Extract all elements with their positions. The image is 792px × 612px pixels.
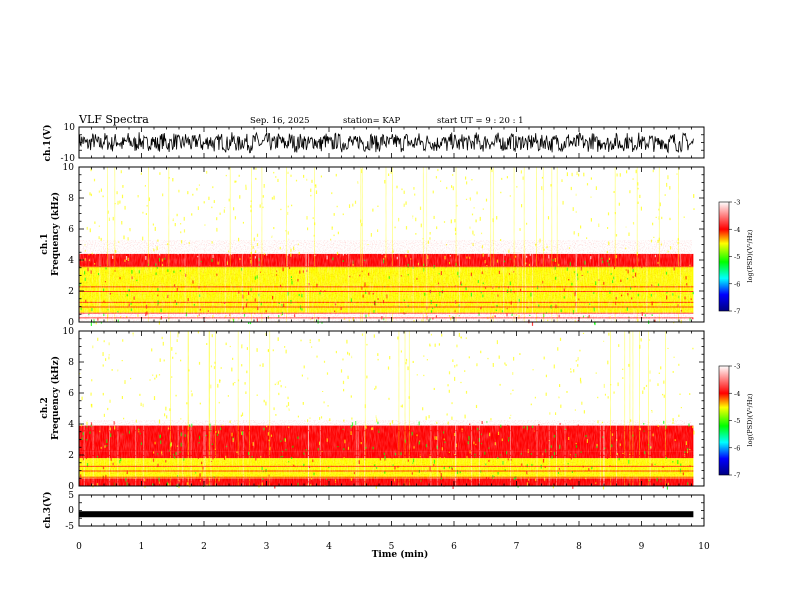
ch2-spectrogram-speckle [144, 485, 146, 488]
ch2-spectrogram-speckle [693, 430, 695, 435]
x-axis-label: Time (min) [372, 549, 429, 560]
ch1-spectrogram-speckle [692, 317, 694, 320]
ch1-spectrogram-speckle [90, 322, 92, 326]
ch2-spectrogram-speckle [692, 419, 694, 421]
header-date: Sep. 16, 2025 [250, 116, 310, 126]
ch1-spectrogram-speckle [248, 322, 250, 324]
x-tick-label: 8 [576, 542, 582, 552]
ch2-colorbar-tick: -7 [734, 472, 740, 480]
ch1-spectrogram-speckle [95, 321, 97, 325]
ch1-colorbar-tick: -4 [734, 226, 740, 234]
ch1-colorbar-tick: -6 [734, 280, 740, 288]
ch1-ylabel: ch.1(V) [42, 125, 53, 162]
ch2-spectrogram-speckle [178, 485, 180, 489]
ch1-spectrogram-speckle [531, 322, 534, 326]
header-start-ut: start UT = 9 : 20 : 1 [437, 116, 524, 126]
x-tick-label: 5 [389, 542, 395, 552]
x-tick-label: 1 [139, 542, 145, 552]
ch2-spectrogram-speckle [517, 485, 519, 488]
ch2-spectrogram-speckle [572, 485, 574, 489]
ch2-spectrogram-speckle [274, 485, 276, 489]
ch1-spectrogram-speckle [693, 194, 695, 198]
x-tick-label: 7 [514, 542, 520, 552]
ch2-spectrogram-speckle [452, 485, 454, 489]
ch2-spectrogram-ytick: 10 [63, 327, 75, 337]
ch3-waveform-band [79, 511, 694, 518]
ch1-spectrogram-ytick: 6 [68, 225, 74, 235]
ch2-spectrogram-ytick: 0 [68, 482, 74, 492]
ch1-spectrogram-ytick: 8 [68, 194, 74, 204]
ch1-waveform-line [78, 131, 694, 154]
ch1-freq-ylabel: Frequency (kHz) [50, 192, 61, 276]
time-x-axis: 0 1 2 3 4 5 6 7 8 9 10 [76, 127, 710, 552]
ch2-spectrogram-speckle [692, 425, 694, 429]
ch1-ytick-bottom: -10 [61, 154, 76, 164]
ch2-colorbar-label: log(PSD)(V²/Hz) [746, 393, 754, 446]
ch1-colorbar-label: log(PSD)(V²/Hz) [746, 229, 754, 282]
ch1-channel-label: ch.1 [40, 233, 50, 254]
ch1-spectrogram-speckle [321, 321, 323, 324]
ch1-spectrogram-speckle [693, 208, 695, 210]
ch3-ylabel: ch.3(V) [42, 492, 53, 529]
ch2-colorbar: -3 -4 -5 -6 -7 log(PSD)(V²/Hz) [718, 363, 754, 480]
ch1-colorbar-tick: -3 [734, 199, 740, 207]
ch1-spectrogram-panel: 0 2 4 6 8 10 ch.1 Frequency (kHz) [40, 163, 705, 328]
ch1-spectrogram-speckle [692, 291, 694, 295]
ch3-ytick-mid: 0 [68, 506, 74, 516]
ch1-spectrogram-ytick: 2 [68, 287, 74, 297]
ch2-spectrogram-ytick: 2 [68, 451, 74, 461]
ch2-colorbar-tick: -5 [734, 417, 740, 425]
ch3-ytick-bottom: -5 [65, 522, 74, 532]
ch1-spectrogram-ytick: 4 [68, 256, 74, 266]
ch1-spectrogram-ytick: 0 [68, 318, 74, 328]
figure-title: VLF Spectra [78, 113, 149, 126]
ch2-spectrogram-ytick: 6 [68, 389, 74, 399]
ch3-ytick-top: 5 [68, 491, 74, 501]
ch1-colorbar-tick: -7 [734, 308, 740, 316]
x-tick-label: 9 [639, 542, 645, 552]
ch1-colorbar: -3 -4 -5 -6 -7 log(PSD)(V²/Hz) [718, 199, 754, 316]
x-tick-label: 6 [451, 542, 457, 552]
ch2-colorbar-tick: -6 [734, 444, 740, 452]
ch2-spectrogram-panel: 0 2 4 6 8 10 ch.2 Frequency (kHz) [40, 327, 705, 492]
ch2-spectrogram-ytick: 4 [68, 420, 74, 430]
ch2-freq-ylabel: Frequency (kHz) [50, 356, 61, 440]
x-tick-label: 3 [264, 542, 270, 552]
ch1-spectrogram-speckle [249, 321, 252, 325]
ch1-spectrogram-speckle [594, 321, 596, 325]
ch2-spectrogram-speckle [375, 485, 377, 489]
ch2-colorbar-tick: -4 [734, 390, 740, 398]
ch1-ytick-top: 10 [64, 123, 76, 133]
x-tick-label: 0 [76, 542, 82, 552]
ch1-colorbar-tick: -5 [734, 253, 740, 261]
header-station: station= KAP [343, 116, 401, 126]
ch2-spectrogram-speckle [666, 485, 668, 490]
ch1-spectrogram-speckle [692, 177, 694, 180]
ch1-spectrogram-ytick: 10 [63, 163, 75, 173]
ch2-spectrogram-ytick: 8 [68, 358, 74, 368]
x-tick-label: 2 [201, 542, 207, 552]
ch2-spectrogram-speckle [692, 347, 694, 350]
ch2-colorbar-tick: -3 [734, 363, 740, 371]
ch1-spectrogram-speckle [158, 320, 160, 325]
ch2-spectrogram-speckle [602, 485, 605, 490]
ch2-spectrogram-speckle [552, 484, 554, 489]
ch2-channel-label: ch.2 [40, 397, 50, 418]
x-tick-label: 4 [326, 542, 332, 552]
x-tick-label: 10 [698, 542, 710, 552]
